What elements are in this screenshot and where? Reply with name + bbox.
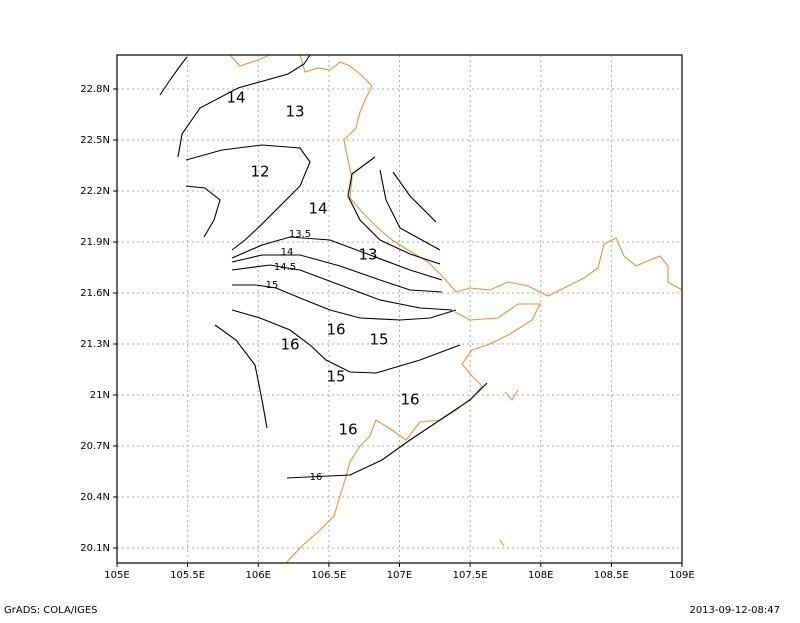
contour-line [286,382,488,479]
contour-label: 15 [326,368,345,386]
contour-label: 12 [250,163,269,181]
contour-label: 13 [285,103,304,121]
footer-right: 2013-09-12-08:47 [689,605,780,616]
y-tick-label: 20.1N [80,543,110,554]
y-tick-label: 21.9N [80,237,110,248]
contour-label: 14 [281,247,294,258]
contour-line [177,54,311,158]
plot-frame [116,54,683,564]
contour-label: 14 [308,200,327,218]
contour-line [159,56,188,96]
contour-line [347,156,441,265]
x-tick-label: 109E [669,570,694,581]
contour-line [231,309,461,374]
coastline [504,389,519,401]
contour-label: 16 [338,421,357,439]
contour-label: 13.5 [289,229,311,240]
contour-line [231,254,443,293]
contour-label: 14 [226,89,245,107]
contour-label: 16 [400,391,419,409]
x-tick-label: 106E [246,570,271,581]
x-tick-label: 105.5E [170,570,205,581]
x-tick-label: 107.5E [453,570,488,581]
contour-line [232,284,457,321]
y-tick-label: 21.6N [80,288,110,299]
contour-line [185,144,311,251]
contour-label: 16 [326,321,345,339]
y-tick-label: 21.3N [80,339,110,350]
coastline [499,539,505,547]
contour-label: 13 [358,246,377,264]
map-layer: 14 13 12 14 13.5 13 14 14.5 15 16 15 16 15 16 16 16 [113,54,683,567]
y-tick-label: 21N [90,390,110,401]
coastline [299,54,683,297]
x-tick-label: 108E [528,570,553,581]
footer-left: GrADS: COLA/IGES [4,605,98,616]
contour-line [392,171,437,223]
coastline [229,54,271,67]
contour-line [231,264,453,311]
y-tick-label: 22.8N [80,84,110,95]
y-tick-label: 22.2N [80,186,110,197]
x-tick-label: 108.5E [594,570,629,581]
y-tick-label: 22.5N [80,135,110,146]
contour-line [231,236,443,281]
contour-label: 15 [266,280,279,291]
contour-label: 14.5 [274,262,296,273]
contour-line [214,324,268,429]
y-tick-label: 20.7N [80,441,110,452]
contour-label: 16 [310,472,323,483]
contour-label: 16 [280,336,299,354]
contour-line [379,169,441,251]
x-tick-label: 105E [104,570,129,581]
y-tick-label: 20.4N [80,492,110,503]
x-tick-label: 106.5E [311,570,346,581]
contour-label: 15 [369,331,388,349]
x-tick-label: 107E [387,570,412,581]
contour-line [185,185,221,238]
